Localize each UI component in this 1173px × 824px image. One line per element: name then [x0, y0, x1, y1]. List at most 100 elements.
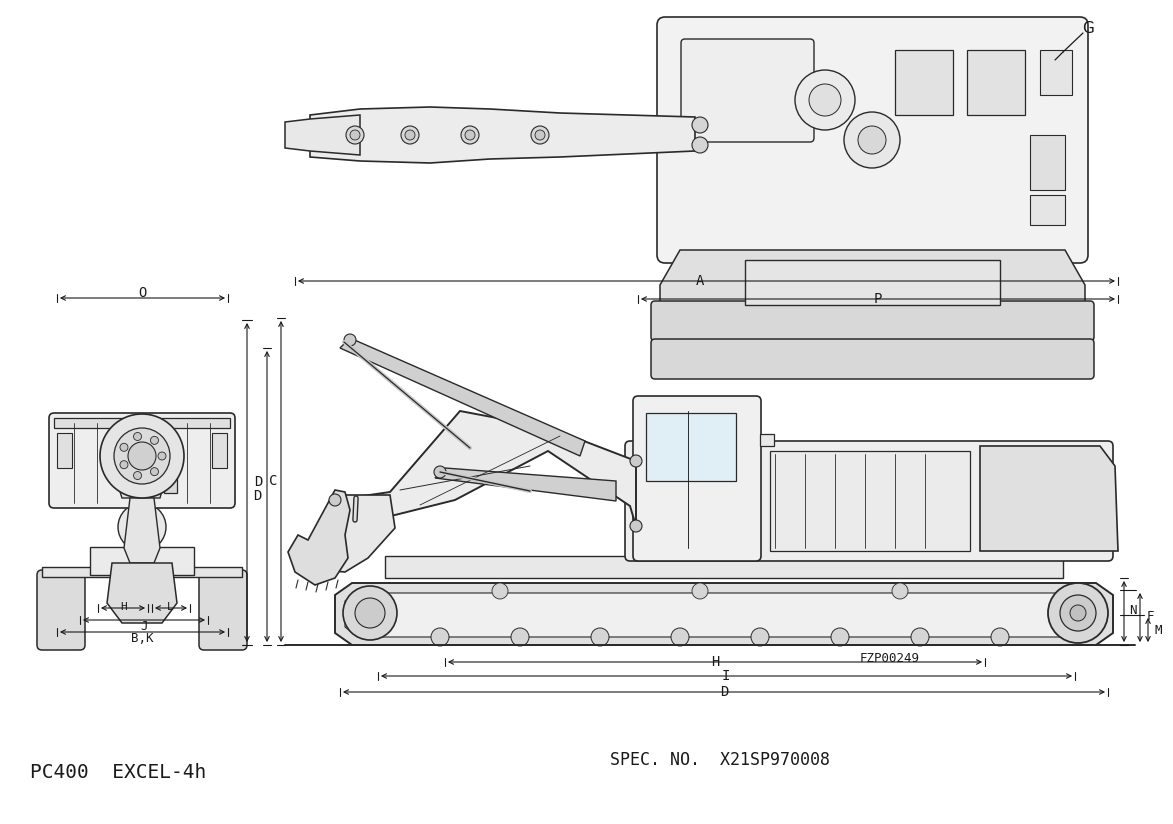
Circle shape: [120, 443, 128, 452]
Circle shape: [630, 520, 642, 532]
Text: G: G: [1082, 21, 1094, 35]
Circle shape: [100, 414, 184, 498]
Text: N: N: [1130, 605, 1137, 617]
Circle shape: [346, 126, 364, 144]
Circle shape: [1060, 595, 1096, 631]
Bar: [895, 50, 952, 115]
Polygon shape: [345, 593, 1103, 637]
Text: D: D: [720, 685, 728, 699]
Bar: [42, 567, 242, 577]
Bar: [760, 434, 774, 446]
Polygon shape: [285, 115, 360, 155]
FancyBboxPatch shape: [651, 301, 1094, 341]
Bar: [967, 50, 1025, 115]
Circle shape: [991, 628, 1009, 646]
FancyBboxPatch shape: [199, 570, 248, 650]
Polygon shape: [164, 458, 177, 493]
Bar: [90, 547, 194, 575]
Circle shape: [830, 628, 849, 646]
Bar: [1030, 195, 1065, 225]
Circle shape: [857, 126, 886, 154]
Circle shape: [1047, 583, 1108, 643]
Circle shape: [692, 117, 708, 133]
Circle shape: [1070, 605, 1086, 621]
Bar: [57, 433, 72, 468]
Circle shape: [343, 586, 396, 640]
Text: H: H: [711, 655, 719, 669]
Circle shape: [114, 428, 170, 484]
Circle shape: [911, 628, 929, 646]
Circle shape: [434, 466, 446, 478]
Polygon shape: [124, 498, 160, 563]
Circle shape: [692, 583, 708, 599]
FancyBboxPatch shape: [657, 17, 1089, 263]
Polygon shape: [308, 495, 395, 572]
Polygon shape: [310, 107, 694, 163]
Bar: [745, 260, 1001, 305]
Text: H: H: [121, 602, 128, 612]
Text: D: D: [253, 489, 262, 503]
Circle shape: [465, 130, 475, 140]
Circle shape: [401, 126, 419, 144]
Polygon shape: [54, 418, 230, 428]
FancyBboxPatch shape: [633, 396, 761, 561]
Polygon shape: [979, 446, 1118, 551]
Bar: [1030, 135, 1065, 190]
Circle shape: [344, 334, 355, 346]
Circle shape: [461, 126, 479, 144]
FancyBboxPatch shape: [49, 413, 235, 508]
FancyBboxPatch shape: [682, 39, 814, 142]
Bar: [769, 451, 970, 551]
Polygon shape: [335, 583, 1113, 645]
Polygon shape: [340, 338, 585, 456]
Circle shape: [150, 468, 158, 475]
Bar: [212, 433, 228, 468]
Polygon shape: [107, 563, 177, 623]
Text: P: P: [874, 292, 882, 306]
Polygon shape: [435, 468, 616, 501]
Circle shape: [134, 433, 142, 441]
Bar: [385, 556, 1063, 578]
Circle shape: [328, 494, 341, 506]
FancyBboxPatch shape: [651, 339, 1094, 379]
Polygon shape: [325, 411, 636, 526]
Circle shape: [845, 112, 900, 168]
Text: B,K: B,K: [130, 631, 154, 644]
Circle shape: [535, 130, 545, 140]
Circle shape: [150, 437, 158, 444]
Circle shape: [591, 628, 609, 646]
Text: C: C: [269, 474, 277, 488]
Polygon shape: [289, 490, 350, 585]
Circle shape: [692, 137, 708, 153]
Circle shape: [671, 628, 689, 646]
Text: F: F: [1146, 611, 1154, 624]
Text: PC400  EXCEL-4h: PC400 EXCEL-4h: [30, 764, 206, 783]
Text: M: M: [1154, 624, 1161, 636]
Circle shape: [809, 84, 841, 116]
Circle shape: [158, 452, 167, 460]
Text: D: D: [253, 475, 263, 489]
Text: L: L: [167, 602, 174, 612]
Circle shape: [891, 583, 908, 599]
Text: FZP00249: FZP00249: [860, 652, 920, 664]
Polygon shape: [660, 250, 1085, 305]
Circle shape: [531, 126, 549, 144]
Circle shape: [350, 130, 360, 140]
Circle shape: [430, 628, 449, 646]
Circle shape: [130, 515, 154, 539]
Circle shape: [795, 70, 855, 130]
Text: J: J: [141, 620, 148, 633]
Circle shape: [751, 628, 769, 646]
Circle shape: [405, 130, 415, 140]
Text: A: A: [696, 274, 704, 288]
Circle shape: [118, 503, 167, 551]
Circle shape: [630, 455, 642, 467]
FancyBboxPatch shape: [38, 570, 84, 650]
Circle shape: [355, 598, 385, 628]
Polygon shape: [114, 428, 167, 498]
Circle shape: [491, 583, 508, 599]
Circle shape: [134, 471, 142, 480]
Bar: [1040, 50, 1072, 95]
Text: O: O: [137, 286, 147, 300]
Circle shape: [120, 461, 128, 469]
